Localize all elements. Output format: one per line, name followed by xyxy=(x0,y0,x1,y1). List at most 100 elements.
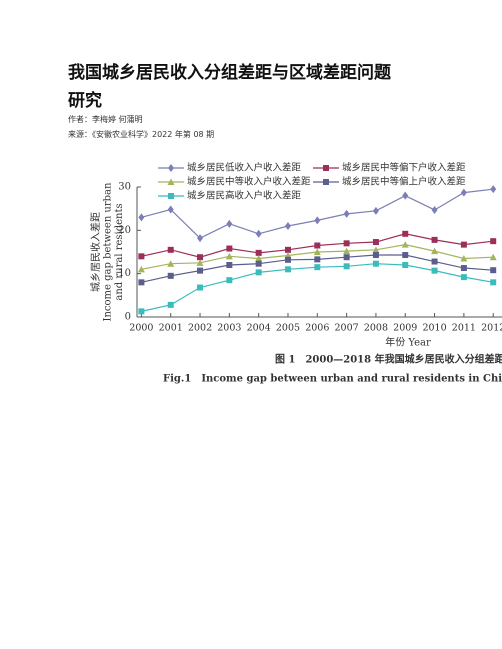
point xyxy=(402,230,409,237)
point xyxy=(197,234,204,243)
point xyxy=(284,222,291,230)
series xyxy=(138,260,497,315)
x-tick-label: 2009 xyxy=(393,323,417,334)
legend-marker xyxy=(323,179,329,185)
legend-label: 城乡居民高收入户收入差距 xyxy=(187,190,302,202)
y-axis-label-line: Income gap between urban xyxy=(103,182,114,321)
x-tick-label: 2006 xyxy=(305,323,329,334)
point xyxy=(372,239,379,246)
point xyxy=(460,255,468,262)
point xyxy=(197,267,204,274)
point xyxy=(343,209,350,218)
source: 来源：《安徽农业科学》2022 年第 08 期 xyxy=(68,130,215,139)
title-line: 我国城乡居民收入分组差距与区域差距问题 xyxy=(68,63,391,83)
point xyxy=(372,206,379,215)
point xyxy=(314,264,321,271)
point xyxy=(431,205,438,214)
point xyxy=(255,269,262,276)
point xyxy=(402,262,409,268)
point xyxy=(255,249,262,256)
y-tick-label: 10 xyxy=(118,268,131,279)
point xyxy=(431,267,438,274)
point xyxy=(196,259,204,266)
point xyxy=(226,219,233,228)
x-tick-label: 2004 xyxy=(247,323,271,334)
point xyxy=(255,229,262,238)
point xyxy=(197,254,204,261)
point xyxy=(226,245,233,252)
point xyxy=(343,240,350,247)
y-tick-label: 30 xyxy=(118,182,131,193)
point xyxy=(167,272,174,279)
point xyxy=(225,252,233,260)
point xyxy=(372,260,379,267)
point xyxy=(372,246,380,253)
legend-entry: 城乡居民中等收入户收入差距 xyxy=(158,176,311,188)
point xyxy=(197,284,204,291)
x-tick-label: 2002 xyxy=(188,323,212,334)
point xyxy=(167,246,174,253)
point xyxy=(490,185,497,194)
series xyxy=(137,241,497,273)
y-axis-label: 城乡居民收入差距 Income gap between urban and rura… xyxy=(89,182,125,321)
x-tick-label: 2005 xyxy=(276,323,300,334)
point xyxy=(167,205,174,214)
legend-marker xyxy=(168,193,174,199)
point xyxy=(226,277,233,284)
point xyxy=(431,258,438,265)
point xyxy=(138,279,145,286)
legend-label: 城乡居民中等收入户收入差距 xyxy=(187,176,311,188)
point xyxy=(490,267,497,274)
x-tick-label: 2008 xyxy=(364,323,388,334)
point xyxy=(401,241,409,248)
legend-label: 城乡居民中等偏下户收入差距 xyxy=(342,162,466,174)
legend-marker xyxy=(168,164,174,172)
x-tick-label: 2001 xyxy=(159,323,183,334)
point xyxy=(343,263,350,270)
point xyxy=(460,274,467,281)
x-tick-label: 2007 xyxy=(335,323,359,334)
legend-entry: 城乡居民低收入户收入差距 xyxy=(158,162,302,174)
point xyxy=(314,256,321,263)
legend-marker xyxy=(167,178,175,185)
legend-entry: 城乡居民中等偏上户收入差距 xyxy=(313,176,466,188)
point xyxy=(431,247,439,255)
series xyxy=(138,252,497,286)
legend-marker xyxy=(323,165,329,171)
point xyxy=(372,252,379,259)
point xyxy=(402,252,409,259)
y-tick-label: 0 xyxy=(125,312,131,323)
point xyxy=(138,253,145,260)
author: 作者：李梅婷 何蒲明 xyxy=(68,115,143,124)
point xyxy=(343,247,351,255)
x-tick-label: 2000 xyxy=(129,323,153,334)
legend-label: 城乡居民中等偏上户收入差距 xyxy=(342,176,466,188)
x-tick-label: 2011 xyxy=(452,323,476,334)
y-axis-label-line: and rural residents xyxy=(114,203,125,300)
y-tick-label: 20 xyxy=(118,225,131,236)
point xyxy=(284,246,291,253)
line xyxy=(141,263,494,312)
caption-en: Fig.1 Income gap between urban and rural… xyxy=(163,374,502,385)
series xyxy=(138,185,497,243)
legend-label: 城乡居民低收入户收入差距 xyxy=(187,162,302,174)
caption-cn: 图 1 2000—2018 年我国城乡居民收入分组差距 xyxy=(275,353,502,366)
point xyxy=(284,256,291,263)
point xyxy=(284,266,291,273)
point xyxy=(255,255,263,262)
point xyxy=(460,241,467,248)
point xyxy=(255,260,262,267)
point xyxy=(490,279,497,286)
point xyxy=(138,308,145,315)
x-tick-label: 2003 xyxy=(217,323,241,334)
title-line: 研究 xyxy=(68,91,102,111)
point xyxy=(460,188,467,197)
point xyxy=(490,238,497,245)
point xyxy=(137,265,145,273)
point xyxy=(313,248,321,255)
point xyxy=(167,260,175,267)
point xyxy=(226,262,233,268)
point xyxy=(343,254,350,261)
